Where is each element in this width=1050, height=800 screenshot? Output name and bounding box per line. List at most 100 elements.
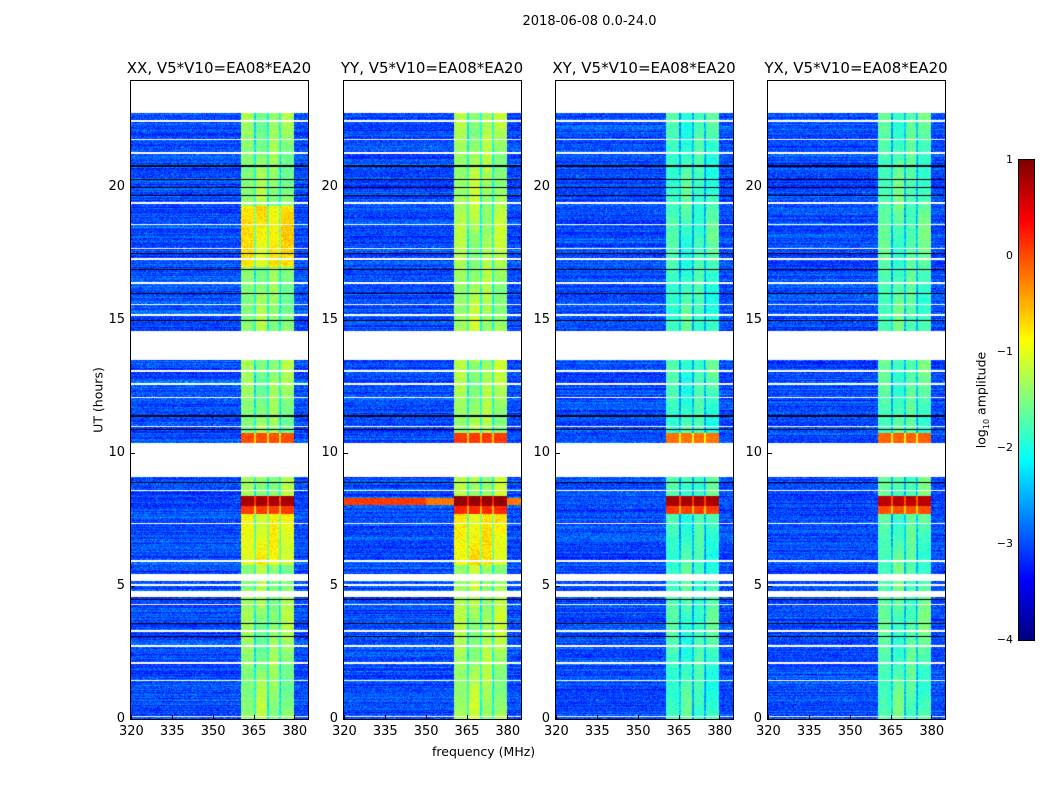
y-tick-label: 20 <box>745 179 762 195</box>
y-tick-mark <box>344 453 348 455</box>
y-tick-mark <box>768 586 772 588</box>
x-tick-mark <box>637 715 639 719</box>
x-tick-mark <box>808 715 810 719</box>
x-tick-label: 320 <box>756 724 781 739</box>
x-tick-mark <box>931 715 933 719</box>
y-tick-label: 15 <box>321 312 338 328</box>
y-tick-mark <box>344 586 348 588</box>
y-tick-mark <box>344 187 348 189</box>
y-tick-label: 10 <box>745 445 762 461</box>
y-tick-label: 0 <box>116 711 125 726</box>
y-tick-label: 5 <box>753 578 762 594</box>
y-tick-mark <box>131 187 135 189</box>
x-tick-mark <box>253 715 255 719</box>
y-tick-mark <box>131 719 135 720</box>
y-tick-label: 20 <box>108 179 125 195</box>
x-tick-mark <box>507 715 509 719</box>
y-tick-label: 5 <box>329 578 338 594</box>
heatmap-panel <box>343 80 522 720</box>
heatmap-panel <box>555 80 734 720</box>
heatmap-panel <box>130 80 309 720</box>
y-tick-label: 10 <box>321 445 338 461</box>
x-tick-label: 365 <box>666 724 692 739</box>
x-tick-mark <box>294 715 296 719</box>
x-tick-mark <box>131 715 132 719</box>
x-tick-label: 320 <box>119 724 144 739</box>
y-tick-mark <box>556 586 560 588</box>
colorbar-tick-label: −1 <box>996 345 1013 358</box>
panel-title: YX, V5*V10=EA08*EA20 <box>764 59 948 77</box>
y-tick-label: 20 <box>533 179 550 195</box>
y-tick-mark <box>344 320 348 322</box>
colorbar-gradient <box>1019 160 1034 640</box>
x-tick-label: 365 <box>454 724 480 739</box>
colorbar-label-log: log <box>973 429 989 449</box>
x-tick-label: 335 <box>159 724 185 739</box>
x-tick-label: 380 <box>282 724 308 739</box>
y-tick-mark <box>131 586 135 588</box>
heatmap-image <box>344 81 521 719</box>
x-tick-label: 350 <box>413 724 439 739</box>
x-tick-mark <box>849 715 851 719</box>
y-tick-mark <box>768 187 772 189</box>
heatmap-panel <box>767 80 946 720</box>
x-tick-mark <box>425 715 427 719</box>
colorbar-tick-label: 1 <box>1006 153 1013 166</box>
x-tick-label: 335 <box>584 724 610 739</box>
y-tick-mark <box>768 453 772 455</box>
heatmap-image <box>768 81 945 719</box>
x-tick-mark <box>719 715 721 719</box>
y-tick-mark <box>556 187 560 189</box>
figure-suptitle: 2018-06-08 0.0-24.0 <box>522 14 657 29</box>
y-tick-mark <box>556 719 560 720</box>
colorbar-tick-label: −3 <box>996 537 1013 550</box>
x-tick-mark <box>678 715 680 719</box>
colorbar <box>1018 159 1035 641</box>
y-tick-mark <box>131 320 135 322</box>
x-tick-label: 350 <box>625 724 651 739</box>
y-axis-label: UT (hours) <box>90 367 106 433</box>
x-tick-mark <box>212 715 214 719</box>
y-tick-mark <box>131 453 135 455</box>
x-tick-mark <box>344 715 345 719</box>
y-tick-label: 0 <box>753 711 762 726</box>
y-tick-label: 15 <box>108 312 125 328</box>
colorbar-tick-label: 0 <box>1006 249 1013 262</box>
colorbar-label: log10 amplitude <box>973 352 991 448</box>
x-tick-mark <box>384 715 386 719</box>
x-tick-label: 335 <box>796 724 822 739</box>
y-tick-mark <box>556 453 560 455</box>
heatmap-image <box>131 81 308 719</box>
x-tick-mark <box>556 715 557 719</box>
x-tick-mark <box>596 715 598 719</box>
y-tick-mark <box>344 719 348 720</box>
y-tick-label: 15 <box>745 312 762 328</box>
y-tick-label: 5 <box>116 578 125 594</box>
panel-title: XY, V5*V10=EA08*EA20 <box>552 59 736 77</box>
colorbar-label-sub: 10 <box>981 418 991 430</box>
x-tick-label: 350 <box>837 724 863 739</box>
x-tick-label: 380 <box>495 724 521 739</box>
x-tick-label: 350 <box>200 724 226 739</box>
colorbar-tick-label: −4 <box>996 633 1013 646</box>
heatmap-image <box>556 81 733 719</box>
x-tick-mark <box>466 715 468 719</box>
y-tick-label: 15 <box>533 312 550 328</box>
y-tick-mark <box>556 320 560 322</box>
y-tick-label: 0 <box>541 711 550 726</box>
x-tick-label: 380 <box>707 724 733 739</box>
colorbar-tick-label: −2 <box>996 441 1013 454</box>
x-tick-label: 365 <box>241 724 267 739</box>
y-tick-label: 10 <box>533 445 550 461</box>
x-tick-label: 335 <box>372 724 398 739</box>
y-tick-mark <box>768 320 772 322</box>
y-tick-label: 10 <box>108 445 125 461</box>
y-tick-label: 20 <box>321 179 338 195</box>
x-tick-mark <box>890 715 892 719</box>
x-tick-label: 320 <box>332 724 357 739</box>
y-tick-label: 5 <box>541 578 550 594</box>
panel-title: YY, V5*V10=EA08*EA20 <box>340 59 524 77</box>
x-tick-mark <box>768 715 769 719</box>
y-tick-label: 0 <box>329 711 338 726</box>
y-tick-mark <box>768 719 772 720</box>
